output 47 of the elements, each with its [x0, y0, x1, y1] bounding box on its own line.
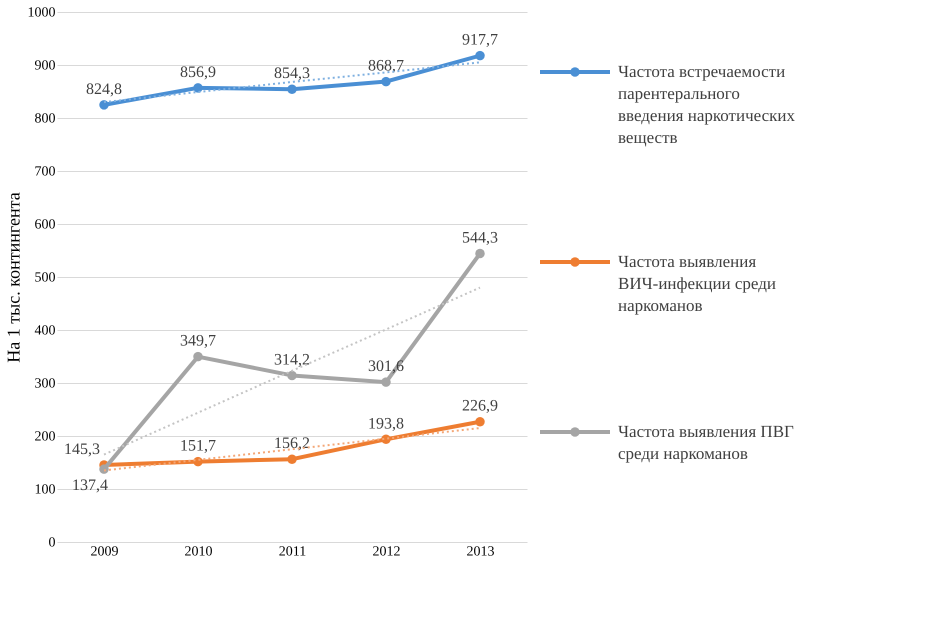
y-tick-label: 400: [34, 324, 56, 338]
point: [193, 83, 203, 93]
legend-label: Частота встречаемости парентерального введения наркотических веществ: [618, 62, 796, 147]
y-tick-label: 700: [34, 164, 56, 180]
data-label: 824,8: [86, 80, 122, 98]
data-label: 917,7: [462, 32, 498, 49]
y-tick-label: 500: [34, 270, 56, 286]
y-tick-label: 900: [34, 58, 56, 74]
legend-label: Частота выявления ПВГ среди наркоманов: [618, 422, 794, 463]
x-tick-label: 2013: [466, 544, 494, 560]
data-label: 301,6: [368, 358, 404, 376]
point: [381, 377, 391, 387]
x-tick-label: 2010: [184, 544, 212, 560]
data-label: 156,2: [274, 435, 310, 452]
y-tick-label: 300: [34, 376, 56, 392]
x-tick-label: 2009: [90, 544, 118, 560]
data-label: 349,7: [180, 332, 216, 350]
data-label: 137,4: [72, 477, 108, 494]
point: [99, 100, 109, 110]
point: [193, 352, 203, 362]
data-label: 856,9: [180, 64, 216, 81]
point: [287, 370, 297, 380]
point: [99, 464, 109, 474]
data-label: 868,7: [368, 58, 404, 75]
x-tick-label: 2011: [278, 544, 306, 560]
point: [287, 454, 297, 464]
point: [381, 76, 391, 86]
data-label: 226,9: [462, 398, 498, 415]
data-label: 193,8: [368, 415, 404, 432]
y-axis-title: На 1 тыс. контингента: [4, 192, 24, 363]
y-tick-label: 100: [34, 482, 56, 498]
data-label: 145,3: [64, 440, 100, 458]
data-label: 854,3: [274, 65, 310, 82]
y-tick-label: 1000: [28, 6, 56, 20]
data-label: 151,7: [180, 438, 216, 455]
data-label: 314,2: [274, 351, 310, 368]
x-tick-label: 2012: [372, 544, 400, 560]
point: [475, 50, 485, 60]
point: [475, 417, 485, 426]
y-tick-label: 800: [34, 112, 56, 126]
y-tick-label: 600: [34, 218, 56, 232]
point: [475, 248, 485, 258]
data-label: 544,3: [462, 230, 498, 247]
legend-label: Частота выявления ВИЧ-инфекции среди наркоманов: [618, 252, 776, 315]
y-tick-label: 0: [48, 536, 56, 550]
point: [287, 84, 297, 94]
y-tick-label: 200: [34, 430, 56, 444]
